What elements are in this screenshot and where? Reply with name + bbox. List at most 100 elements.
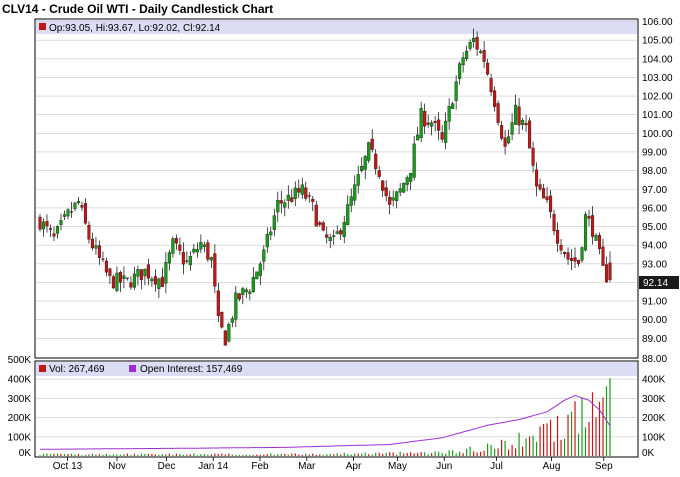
candle-body [97, 245, 101, 258]
candle-body [353, 184, 357, 201]
volume-y-axis: 0K 100K 200K 300K 400K 500K 0K 100K 200K 300K 400K [8, 355, 666, 459]
volume-legend-band [36, 362, 637, 376]
candle-body [391, 197, 395, 201]
candle-body [342, 222, 346, 237]
candle-body [458, 63, 462, 79]
candle-body [206, 242, 210, 260]
candle-body [164, 262, 168, 284]
volume-tick-label-left: 100K [8, 432, 32, 443]
candle-body [143, 268, 147, 277]
x-tick-label: Jun [436, 461, 452, 472]
candle-body [269, 231, 273, 236]
price-tick-label: 96.00 [642, 203, 667, 214]
candle-body [559, 245, 563, 251]
price-tick-label: 94.00 [642, 241, 667, 252]
candle-body [360, 166, 364, 171]
candle-body [248, 291, 252, 294]
volume-tick-label-left: 500K [8, 355, 32, 366]
price-tick-label: 105.00 [642, 36, 673, 47]
candle-body [115, 272, 119, 291]
candle-body [188, 256, 192, 266]
candle-body [153, 276, 157, 285]
candle-body [76, 201, 81, 203]
candle-body [293, 187, 297, 199]
candle-body [461, 57, 465, 66]
candle-body [405, 177, 409, 185]
candle-body [479, 51, 483, 53]
price-grid [36, 21, 637, 339]
candle-body [535, 169, 539, 187]
candle-body [328, 237, 332, 242]
candle-body [234, 292, 238, 320]
candle-body [531, 147, 535, 166]
candle-body [279, 200, 283, 204]
candle-body [90, 238, 95, 249]
candle-body [185, 260, 189, 262]
candle-body [573, 257, 577, 262]
candle-body [381, 180, 385, 191]
candle-body [111, 276, 115, 289]
price-y-axis: 89.0090.0091.0092.0093.0094.0095.0096.00… [642, 17, 673, 345]
candle-body [45, 221, 49, 227]
price-tick-label: 97.00 [642, 185, 667, 196]
price-tick-label: 89.00 [642, 334, 667, 345]
candle-body [244, 289, 248, 293]
candle-body [489, 78, 493, 93]
candle-body [136, 269, 140, 277]
candle-body [587, 216, 591, 219]
price-tick-label: 100.00 [642, 129, 673, 140]
candle-body [510, 122, 514, 135]
candle-body [549, 195, 553, 213]
candle-body [52, 233, 56, 237]
volume-tick-label-left: 0K [19, 448, 32, 459]
candle-body [150, 278, 154, 282]
volume-grid [36, 378, 637, 438]
candle-body [318, 222, 322, 225]
candle-body [199, 242, 203, 250]
candle-body [160, 276, 164, 287]
candle-body [325, 234, 329, 238]
candle-body [321, 222, 325, 231]
candle-body [272, 215, 276, 230]
candle-body [447, 106, 451, 122]
candle-body [562, 252, 567, 254]
candle-body [367, 142, 371, 161]
oi-legend-swatch [129, 365, 136, 372]
candle-body [104, 260, 108, 273]
x-tick-label: Jul [490, 461, 503, 472]
candle-body [290, 197, 294, 202]
candle-body [590, 215, 595, 237]
candle-body [83, 203, 88, 224]
x-tick-label: Sep [595, 461, 613, 472]
candle-body [38, 216, 42, 230]
x-tick-label: Oct 13 [53, 461, 83, 472]
price-tick-label: 98.00 [642, 166, 667, 177]
volume-tick-label-right: 200K [642, 413, 666, 424]
candle-body [94, 245, 98, 249]
candle-body [118, 271, 122, 283]
candle-body [59, 220, 63, 225]
price-tick-label: 103.00 [642, 73, 673, 84]
candle-body [594, 234, 598, 241]
candle-body [311, 199, 315, 202]
candle-body [216, 290, 220, 316]
chart-title: CLV14 - Crude Oil WTI - Daily Candlestic… [2, 2, 274, 16]
candle-body [181, 252, 185, 265]
candle-body [262, 249, 266, 262]
candle-body [80, 205, 84, 208]
candle-body [255, 271, 259, 280]
volume-tick-label-left: 400K [8, 375, 32, 386]
candle-body [514, 104, 518, 125]
candle-body [545, 196, 549, 201]
candle-body [402, 182, 406, 193]
candle-body [332, 235, 336, 237]
candle-body [576, 259, 581, 264]
candle-body [251, 277, 255, 293]
candle-body [493, 90, 497, 107]
candle-body [552, 214, 556, 232]
candle-body [157, 278, 161, 289]
candle-body [496, 103, 500, 123]
candle-body [265, 233, 269, 248]
candle-body [171, 238, 175, 254]
